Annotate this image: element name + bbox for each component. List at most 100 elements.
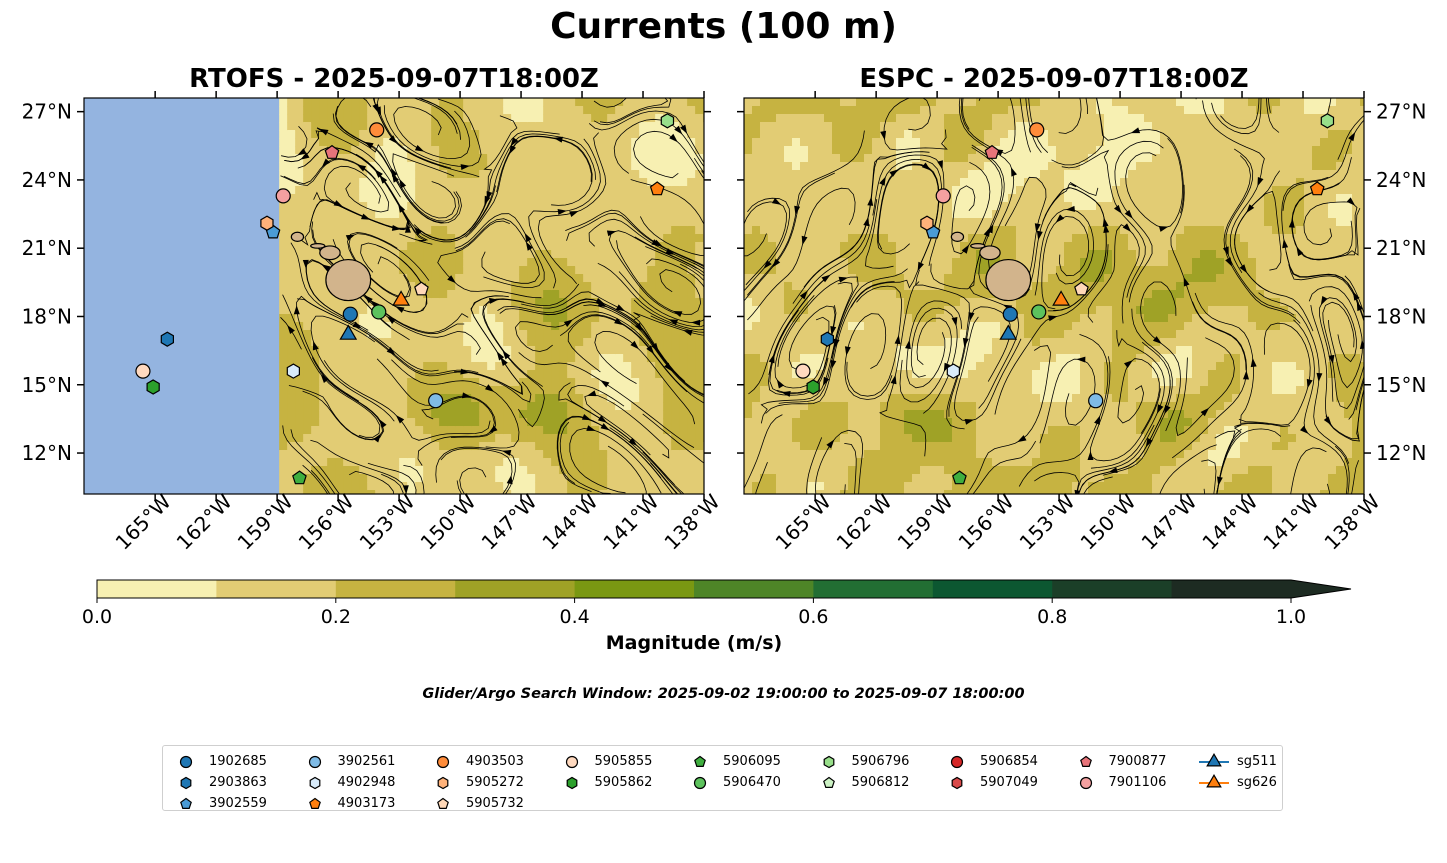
marker-5905862 — [146, 379, 160, 395]
legend-entry: 5906470 — [685, 772, 781, 793]
legend-marker-3902559 — [180, 797, 192, 809]
marker-5905272 — [260, 215, 274, 231]
legend-entry: sg511 — [1199, 751, 1277, 772]
marker-5905855 — [795, 363, 811, 379]
lon-tick-label: 159°W — [233, 489, 298, 554]
espc-panel-title: ESPC - 2025-09-07T18:00Z — [859, 64, 1249, 94]
legend-entry: 5905862 — [557, 772, 652, 793]
legend-symbol — [436, 755, 450, 768]
legend-symbol — [309, 776, 320, 789]
figure-title: Currents (100 m) — [550, 6, 897, 47]
colorbar-segment — [216, 580, 337, 598]
lon-tick-label: 153°W — [355, 489, 420, 554]
legend-marker-5906812 — [822, 776, 835, 788]
lon-tick-label: 144°W — [538, 489, 603, 554]
legend-label: sg511 — [1237, 754, 1277, 769]
lon-tick-label: 156°W — [954, 489, 1019, 554]
island-2 — [310, 243, 326, 249]
marker-4903173 — [1309, 181, 1325, 196]
colorbar-tick-label: 0.4 — [559, 606, 589, 628]
legend-symbol — [1199, 752, 1229, 766]
espc-streamlines — [744, 98, 1364, 494]
legend-symbol — [180, 797, 192, 809]
legend-entry: 5906812 — [814, 772, 910, 793]
marker-5905272 — [920, 215, 934, 231]
colorbar-tick-label: 0.0 — [82, 606, 112, 628]
lon-tick-label: 147°W — [477, 489, 542, 554]
legend-symbol — [308, 797, 321, 809]
legend-label: 5906854 — [980, 754, 1038, 769]
marker-4903503 — [369, 122, 385, 138]
lon-tick-label: 141°W — [598, 489, 663, 554]
marker-5906470 — [1031, 304, 1047, 320]
legend-column: 5906095 5906470 — [685, 751, 781, 793]
lon-tick-label: 138°W — [659, 489, 724, 554]
espc-frame — [743, 97, 1365, 495]
legend-entry: 1902685 — [171, 751, 267, 772]
colorbar-segment — [97, 580, 217, 598]
legend-label: 4903503 — [466, 754, 524, 769]
colorbar: 0.0 0.2 0.4 0.6 0.8 1.0 — [82, 579, 1352, 628]
marker-5906796 — [660, 113, 675, 129]
legend-entry: sg626 — [1199, 772, 1277, 793]
legend-entry: 2903863 — [171, 772, 267, 793]
legend-symbol — [179, 755, 193, 768]
marker-5906095 — [952, 470, 967, 485]
legend-symbol — [693, 776, 707, 789]
legend-marker-4903173 — [308, 797, 321, 809]
legend-entry: 4902948 — [300, 772, 396, 793]
legend-entry: 3902559 — [171, 793, 267, 814]
legend-label: sg626 — [1237, 775, 1277, 790]
legend-entry: 3902561 — [300, 751, 395, 772]
legend: 1902685 2903863 3902559 3902561 4902948 49031… — [162, 745, 1283, 811]
rtofs-frame — [83, 97, 705, 495]
lon-tick-label: 156°W — [294, 489, 359, 554]
legend-entry: 5905732 — [428, 793, 524, 814]
legend-label: 5906812 — [851, 775, 910, 790]
lon-tick-label: 144°W — [1198, 489, 1263, 554]
legend-marker-7900877 — [1079, 755, 1092, 767]
legend-symbol — [951, 776, 963, 789]
legend-entry: 5905272 — [428, 772, 524, 793]
lat-tick-label: 21°N — [22, 236, 72, 260]
island-0 — [325, 258, 372, 302]
legend-symbol — [823, 755, 834, 768]
legend-entry: 5906854 — [942, 751, 1038, 772]
legend-entry: 5905855 — [557, 751, 652, 772]
marker-5905855 — [135, 363, 151, 379]
colorbar-tick-label: 0.8 — [1037, 606, 1067, 628]
marker-5906796 — [1320, 113, 1335, 129]
legend-marker-5905855 — [565, 755, 578, 768]
lon-tick-label: 153°W — [1015, 489, 1080, 554]
legend-entry: 7901106 — [1071, 772, 1166, 793]
legend-label: 4902948 — [337, 775, 396, 790]
legend-label: 5906470 — [723, 775, 781, 790]
legend-symbol — [308, 755, 321, 768]
island-3 — [290, 231, 305, 242]
island-1 — [979, 245, 1001, 261]
legend-marker-sg511 — [1206, 752, 1222, 766]
lon-tick-label: 150°W — [1076, 489, 1141, 554]
legend-label: 5906095 — [723, 754, 781, 769]
marker-sg626 — [392, 290, 411, 306]
marker-5905732 — [414, 281, 429, 296]
marker-4903503 — [1029, 122, 1045, 138]
colorbar-segment — [1171, 580, 1292, 598]
colorbar-label: Magnitude (m/s) — [605, 632, 783, 654]
legend-label: 5906796 — [851, 754, 910, 769]
legend-entry: 7900877 — [1071, 751, 1166, 772]
lon-tick-label: 162°W — [172, 489, 237, 554]
legend-column: 5906796 5906812 — [814, 751, 910, 793]
legend-symbol — [180, 776, 192, 789]
legend-symbol — [950, 755, 964, 768]
island-1 — [319, 245, 341, 261]
legend-marker-sg626 — [1206, 773, 1222, 787]
legend-entry: 5906796 — [814, 751, 910, 772]
lat-tick-label: 24°N — [1376, 168, 1426, 192]
search-window-note: Glider/Argo Search Window: 2025-09-02 19… — [422, 686, 1025, 702]
marker-7900877 — [324, 144, 340, 159]
espc-magnitude-field — [744, 98, 1364, 494]
legend-symbol — [1079, 755, 1092, 767]
legend-column: 5906854 5907049 — [942, 751, 1038, 793]
colorbar-segment — [455, 580, 576, 598]
